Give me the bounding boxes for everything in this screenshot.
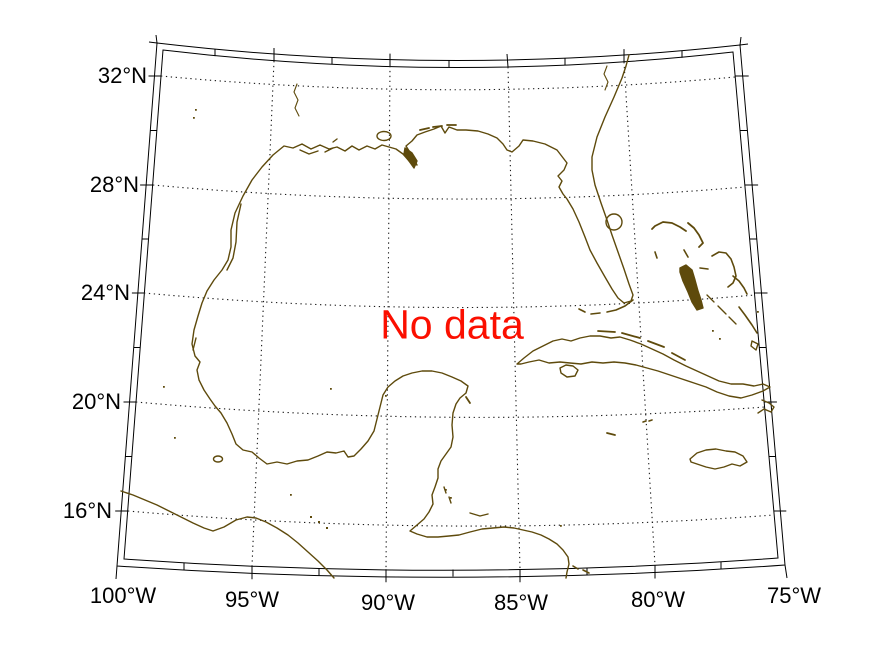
coast-eleuthera [711, 251, 737, 288]
coast-hispaniola [757, 399, 775, 414]
no-data-label: No data [380, 301, 524, 348]
coast-cat-island [732, 275, 748, 295]
coast-louisiana-marsh [299, 147, 334, 155]
lon-tick-label-80w: 80°W [630, 587, 686, 612]
coast-mississippi-delta [403, 147, 418, 169]
coast-grand-bahama [651, 221, 687, 232]
lon-tick-label-95w: 95°W [224, 587, 280, 612]
coast-mexico-pacific [120, 490, 335, 579]
coast-new-providence [699, 267, 709, 270]
lake-pontchartrain [376, 130, 392, 142]
coast-jamaica [689, 448, 748, 470]
coast-andros [679, 264, 704, 311]
coast-florida-keys [578, 299, 634, 315]
frame-corner-ticks [115, 34, 788, 580]
lon-tick-label-100w: 100°W [89, 583, 157, 608]
coast-cozumel [465, 396, 471, 404]
gridline-meridian-80w [623, 61, 656, 566]
lat-tick-label-20n: 20°N [71, 389, 121, 414]
gridline-parallel-20n [135, 401, 766, 418]
coast-exuma-chain [706, 294, 737, 325]
coast-long-island-bah [738, 306, 758, 334]
river-mississippi [293, 83, 300, 117]
coast-barrier-islands-ms [419, 124, 457, 131]
lon-tick-label-90w: 90°W [360, 590, 416, 615]
coastlines [120, 54, 775, 579]
frame-outer [116, 42, 786, 578]
frame-right-dividers [735, 75, 787, 512]
river-st-johns [603, 65, 609, 91]
lat-tick-label-16n: 16°N [62, 498, 112, 523]
lat-tick-label-28n: 28°N [89, 172, 139, 197]
lat-tick-label-32n: 32°N [97, 63, 147, 88]
coast-great-inagua [750, 340, 759, 351]
frame-inner [123, 49, 779, 571]
coast-little-cayman [642, 419, 653, 423]
coast-bimini [654, 251, 658, 259]
lagoon-veracruz [212, 455, 224, 463]
gridline-meridian-90w [385, 65, 391, 570]
coast-mainland [191, 54, 634, 579]
coast-grand-cayman [606, 432, 616, 436]
coast-texas-barrier [226, 203, 242, 271]
coast-isla-juventud [559, 364, 579, 378]
lon-tick-label-75w: 75°W [766, 583, 822, 608]
lat-tick-label-24n: 24°N [80, 280, 130, 305]
gridline-meridian-95w [251, 60, 275, 567]
gridline-parallel-32n [160, 75, 736, 91]
coast-cuba [516, 335, 771, 399]
lon-tick-label-85w: 85°W [493, 590, 549, 615]
gridline-parallel-16n [127, 510, 775, 527]
gridline-parallel-28n [152, 184, 746, 200]
map-frame [115, 34, 788, 583]
coast-cuba-keys [597, 330, 686, 361]
coast-bay-islands [572, 565, 590, 574]
lake-okeechobee [605, 213, 623, 231]
frame-bottom-dividers [183, 562, 722, 583]
coast-galveston-bay [332, 138, 338, 143]
frame-top-dividers [214, 48, 683, 68]
frame-left-dividers [115, 75, 161, 512]
coast-abaco [687, 222, 704, 248]
coast-laguna-madre-mx [192, 337, 197, 351]
coast-berry-islands [683, 249, 689, 258]
lake-izabal [469, 512, 489, 517]
